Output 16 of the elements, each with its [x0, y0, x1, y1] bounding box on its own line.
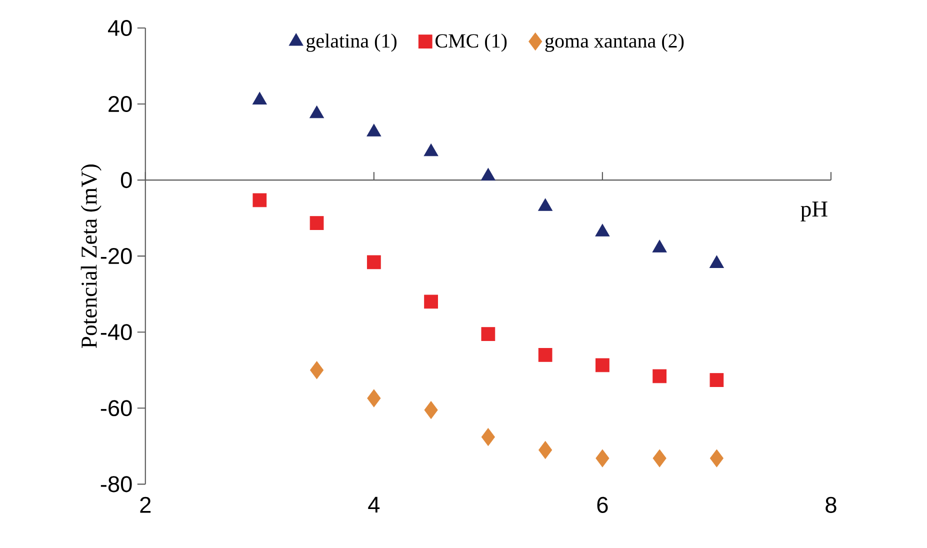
y-tick-label: -60 [100, 400, 132, 416]
x-axis-title: pH [800, 202, 828, 222]
y-tick-label: 0 [120, 172, 132, 188]
y-tick-label: -40 [100, 324, 132, 340]
x-tick-label: 6 [597, 496, 608, 513]
x-tick-label: 2 [140, 496, 151, 513]
y-tick-label: -20 [100, 248, 132, 264]
x-tick-label: 8 [826, 496, 836, 513]
legend-label: goma xantana (2) [545, 34, 684, 52]
x-tick-label: 4 [368, 496, 380, 512]
y-axis-title: Potencial Zeta (mV) [80, 164, 102, 348]
legend-label: CMC (1) [436, 34, 507, 52]
y-tick-label: 40 [108, 20, 132, 36]
y-tick-label: -80 [100, 476, 132, 492]
y-tick-label: 20 [108, 96, 132, 112]
legend-label: gelatina (1) [306, 34, 396, 52]
